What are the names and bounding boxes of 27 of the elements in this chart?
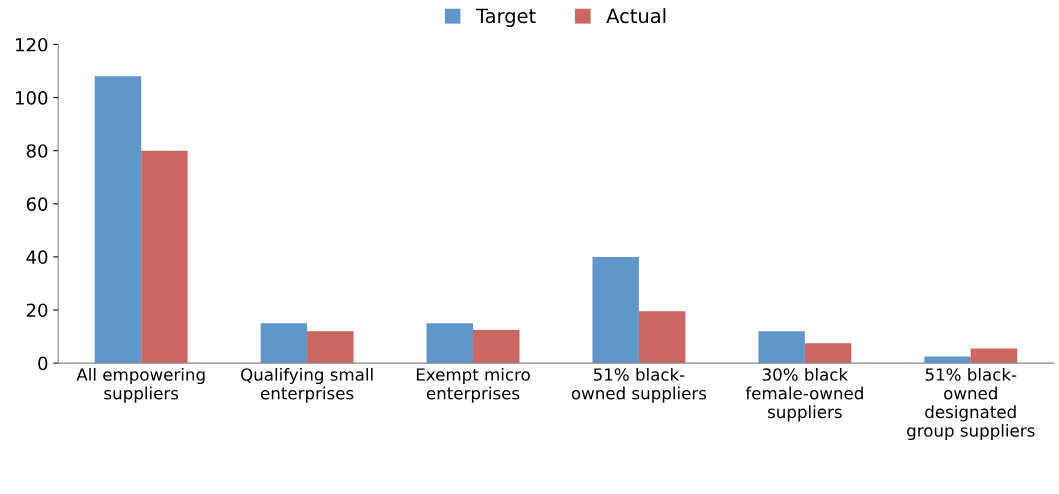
bar <box>970 348 1018 364</box>
y-tick-label: 0 <box>38 356 48 371</box>
y-tick-label: 20 <box>26 303 48 318</box>
bar <box>758 331 805 364</box>
bar <box>260 323 308 364</box>
bar <box>307 331 354 364</box>
x-tick-label: Exempt micro enterprises <box>416 367 530 403</box>
x-tick-label: 30% black female-owned suppliers <box>745 367 863 422</box>
x-tick-label: All empowering suppliers <box>76 367 205 403</box>
x-tick-label: 51% black- owned suppliers <box>571 367 707 403</box>
legend-label: Target <box>475 8 536 27</box>
x-tick-label: 51% black- owned designated group suppliers <box>907 367 1035 441</box>
y-tick-label: 60 <box>26 197 48 211</box>
bar <box>473 329 520 364</box>
bar <box>141 150 188 364</box>
y-tick-label: 100 <box>16 91 48 105</box>
bar <box>804 343 852 364</box>
y-tick-label: 40 <box>26 250 48 264</box>
y-tick-label: 80 <box>26 144 48 158</box>
bar <box>924 356 971 364</box>
bar <box>592 256 639 364</box>
bar <box>638 311 686 364</box>
bar <box>426 323 474 364</box>
x-tick-label: Qualifying small enterprises <box>241 367 373 403</box>
legend-label: Actual <box>606 8 666 24</box>
y-tick-label: 120 <box>16 37 48 52</box>
bar <box>94 76 142 364</box>
